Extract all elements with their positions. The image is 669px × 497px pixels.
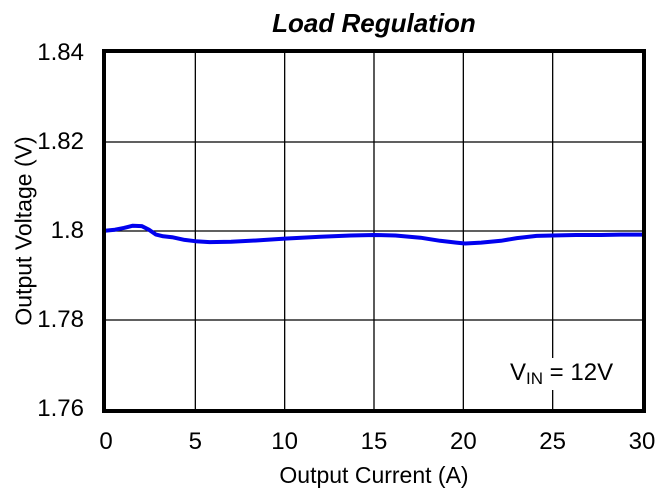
x-tick-label: 25: [539, 428, 567, 455]
y-tick-label: 1.78: [37, 306, 84, 333]
plot-canvas: [106, 53, 642, 409]
chart-title: Load Regulation: [272, 8, 476, 38]
x-tick-label: 5: [188, 428, 203, 455]
vin-annotation: VIN = 12V: [505, 358, 619, 390]
x-axis-title: Output Current (A): [279, 462, 469, 488]
y-tick-label: 1.82: [37, 128, 84, 155]
x-tick-label: 30: [628, 428, 656, 455]
x-tick-label: 10: [271, 428, 299, 455]
y-tick-label: 1.8: [50, 217, 84, 244]
vin-annotation-prefix: V: [510, 359, 527, 386]
x-tick-label: 20: [449, 428, 477, 455]
y-tick-label: 1.84: [37, 39, 84, 66]
y-axis-tick-labels: 1.76 1.78 1.8 1.82 1.84: [0, 39, 84, 422]
x-axis-tick-labels: 0 5 10 15 20 25 30: [99, 428, 655, 456]
plot-area: [102, 49, 646, 413]
vin-annotation-suffix: = 12V: [543, 359, 614, 386]
vin-annotation-subscript: IN: [526, 369, 544, 388]
output-voltage-line-series: [106, 223, 642, 246]
x-tick-label: 15: [360, 428, 388, 455]
x-tick-label: 0: [99, 428, 113, 455]
gridlines: [106, 53, 642, 409]
y-tick-label: 1.76: [37, 395, 84, 422]
